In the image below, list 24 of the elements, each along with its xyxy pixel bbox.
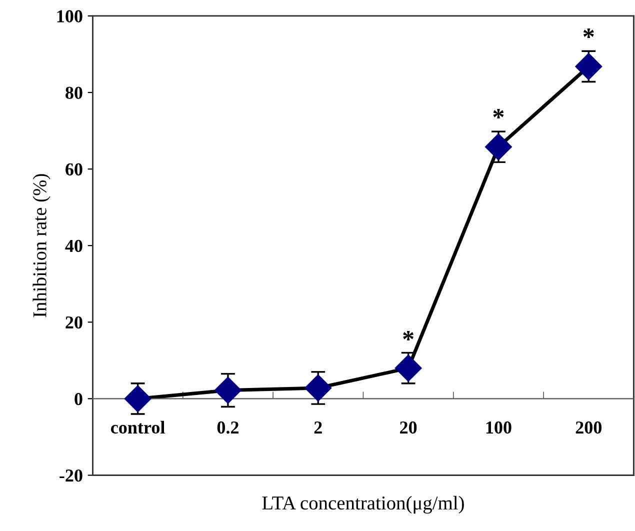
annotation: * xyxy=(493,108,504,118)
x-tick-label: 2 xyxy=(314,421,322,434)
y-tick-label: 100 xyxy=(57,10,82,22)
point xyxy=(124,385,152,412)
y-tick-label: 0 xyxy=(74,392,82,406)
annotation: * xyxy=(403,330,414,340)
y-axis-title: Inhibition rate (%) xyxy=(32,174,50,318)
point xyxy=(214,376,242,404)
point xyxy=(394,354,422,382)
y-tick-label: 60 xyxy=(66,163,82,176)
x-axis-title: LTA concentration(μg/ml) xyxy=(262,496,464,514)
x-tick-label: control xyxy=(110,420,165,434)
y-tick-label: 80 xyxy=(66,86,82,99)
x-tick-label: 0.2 xyxy=(217,421,238,434)
point xyxy=(304,374,332,402)
point xyxy=(485,133,512,160)
x-tick-label: 200 xyxy=(576,421,602,434)
x-tick-label: 100 xyxy=(486,421,512,434)
y-tick-label: -20 xyxy=(60,470,82,482)
x-tick-label: 20 xyxy=(400,421,417,434)
y-tick-label: 20 xyxy=(66,316,82,329)
annotation: * xyxy=(583,28,594,38)
point xyxy=(575,52,602,80)
y-tick-label: 40 xyxy=(65,240,82,252)
